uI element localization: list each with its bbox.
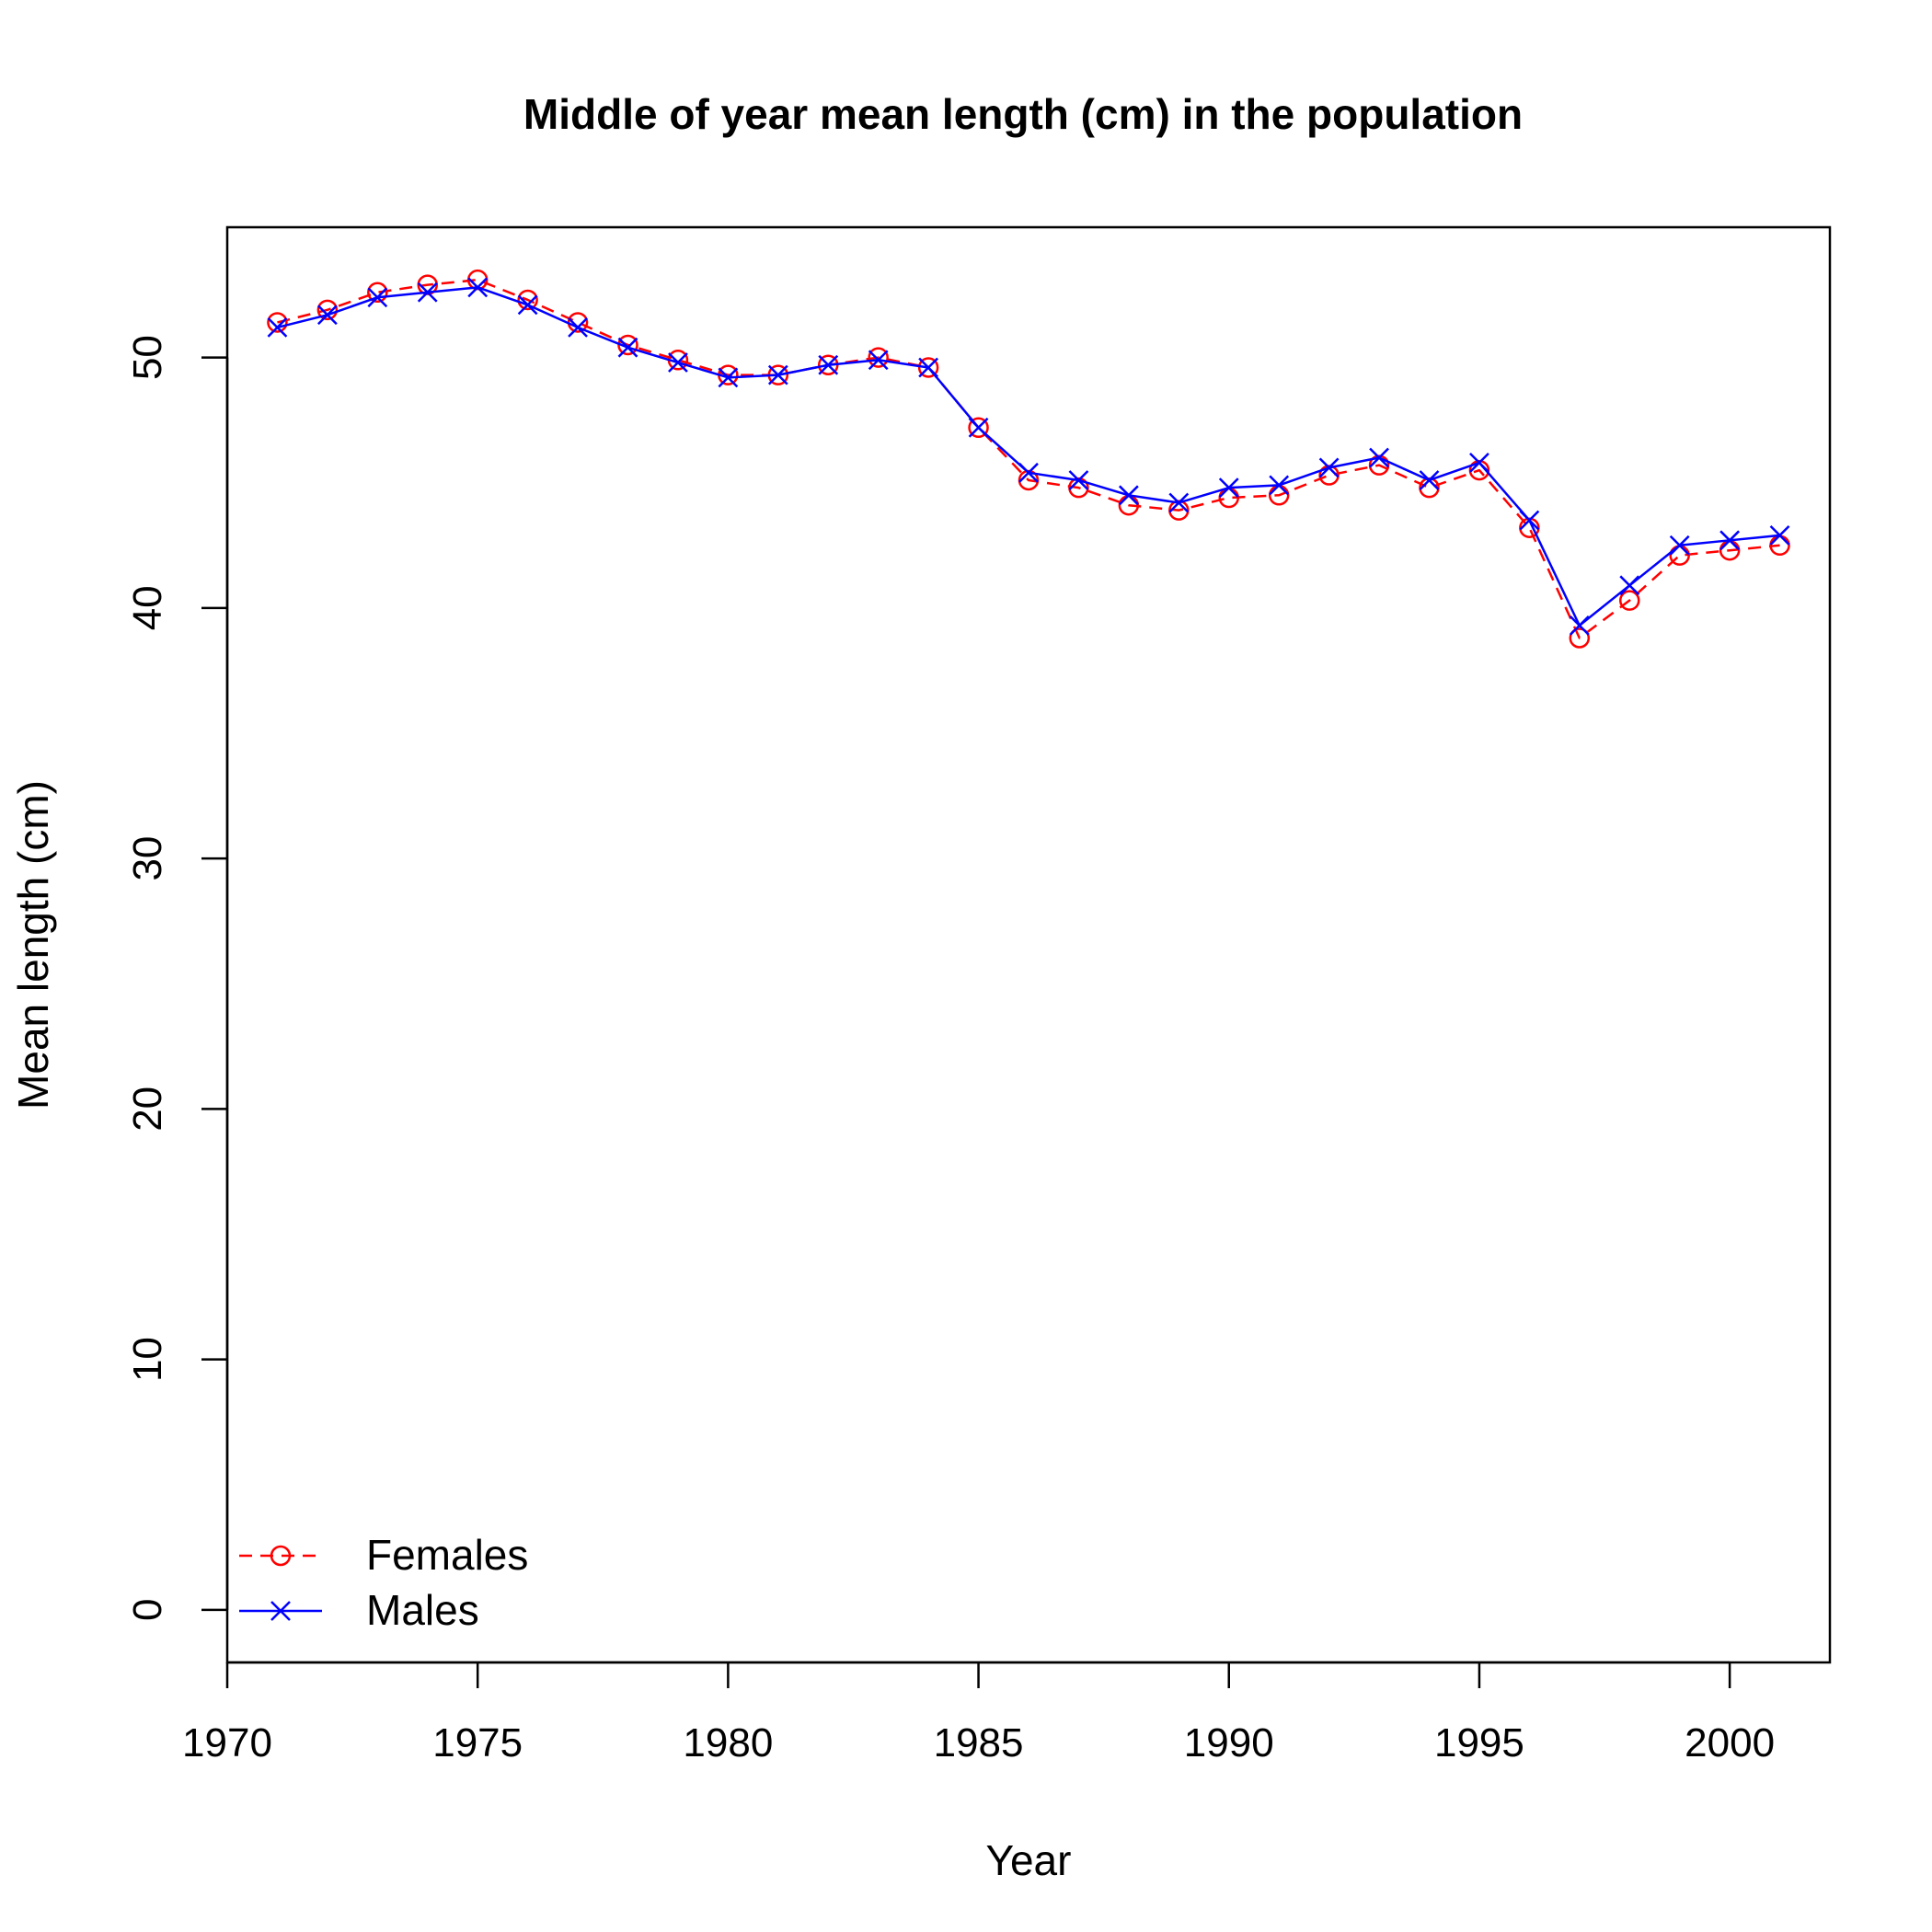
series-layer <box>267 269 1790 649</box>
data-point-males <box>767 364 788 385</box>
data-point-females <box>1068 477 1089 499</box>
data-point-males <box>1168 492 1190 513</box>
data-point-males <box>1269 475 1290 496</box>
data-point-males <box>617 337 638 358</box>
x-tick-label: 1980 <box>683 1720 773 1765</box>
data-point-males <box>568 317 588 338</box>
legend-marker-males <box>270 1601 291 1621</box>
y-tick-label: 50 <box>125 335 170 380</box>
data-point-females <box>1619 590 1640 611</box>
x-tick-label: 1995 <box>1434 1720 1524 1765</box>
data-point-females <box>868 347 889 368</box>
chart-title: Middle of year mean length (cm) in the p… <box>523 90 1523 138</box>
data-point-males <box>1118 485 1139 506</box>
data-point-males <box>1519 510 1540 531</box>
data-point-males <box>367 287 388 308</box>
data-point-females <box>1468 459 1490 481</box>
data-point-females <box>417 274 438 295</box>
legend-entry-males: Males <box>239 1586 479 1634</box>
data-point-females <box>466 269 489 291</box>
data-point-males <box>1218 477 1239 499</box>
data-point-males <box>1369 447 1389 468</box>
x-tick-label: 1985 <box>934 1720 1024 1765</box>
legend: Females Males <box>239 1531 528 1634</box>
data-point-males <box>417 282 438 303</box>
data-point-males <box>868 350 889 371</box>
legend-label-females: Females <box>366 1531 528 1579</box>
x-tick-label: 1990 <box>1184 1720 1274 1765</box>
y-tick-label: 40 <box>125 585 170 630</box>
series-males <box>267 277 1790 636</box>
data-point-females <box>267 312 288 333</box>
data-point-males <box>316 305 338 326</box>
legend-marker-females <box>270 1545 292 1567</box>
x-tick-label: 2000 <box>1685 1720 1775 1765</box>
data-point-males <box>918 357 939 378</box>
y-tick-label: 20 <box>125 1087 170 1132</box>
data-point-males <box>968 417 989 438</box>
data-point-females <box>1018 469 1040 491</box>
data-point-males <box>1419 470 1440 490</box>
data-point-males <box>1469 453 1489 473</box>
data-point-males <box>1669 535 1690 556</box>
y-axis: 0 10 20 30 40 50 <box>125 335 229 1621</box>
data-point-males <box>1018 462 1039 483</box>
data-point-females <box>517 289 538 311</box>
y-tick-label: 30 <box>125 836 170 881</box>
data-point-males <box>818 354 839 375</box>
data-point-males <box>1769 524 1790 546</box>
data-point-females <box>917 357 939 378</box>
data-point-males <box>467 277 489 298</box>
series-line-males <box>277 286 1780 627</box>
data-point-females <box>1569 627 1591 649</box>
x-axis-label: Year <box>986 1836 1072 1884</box>
data-point-females <box>968 417 989 439</box>
data-point-males <box>1068 470 1089 490</box>
legend-entry-females: Females <box>239 1531 528 1579</box>
y-axis-label: Mean length (cm) <box>9 780 57 1110</box>
y-tick-label: 0 <box>125 1599 170 1621</box>
series-line-females <box>277 278 1780 639</box>
data-point-females <box>316 299 339 321</box>
data-point-females <box>1419 477 1440 499</box>
y-tick-label: 10 <box>125 1337 170 1382</box>
plot-frame <box>225 225 1832 1664</box>
x-axis: 1970 1975 1980 1985 1990 1995 2000 <box>182 1661 1775 1765</box>
data-point-females <box>1368 454 1390 476</box>
data-point-females <box>1168 500 1190 521</box>
data-point-males <box>1318 457 1340 478</box>
data-point-males <box>267 317 288 338</box>
x-tick-label: 1970 <box>182 1720 272 1765</box>
legend-label-males: Males <box>366 1586 479 1634</box>
x-tick-label: 1975 <box>432 1720 523 1765</box>
data-point-males <box>668 352 688 373</box>
data-point-males <box>517 294 538 316</box>
data-point-males <box>1619 575 1640 596</box>
data-point-males <box>1719 530 1741 551</box>
data-point-females <box>367 282 388 304</box>
data-point-females <box>1318 465 1340 486</box>
data-point-males <box>1569 615 1590 636</box>
series-females <box>267 269 1790 649</box>
data-point-males <box>718 367 739 388</box>
